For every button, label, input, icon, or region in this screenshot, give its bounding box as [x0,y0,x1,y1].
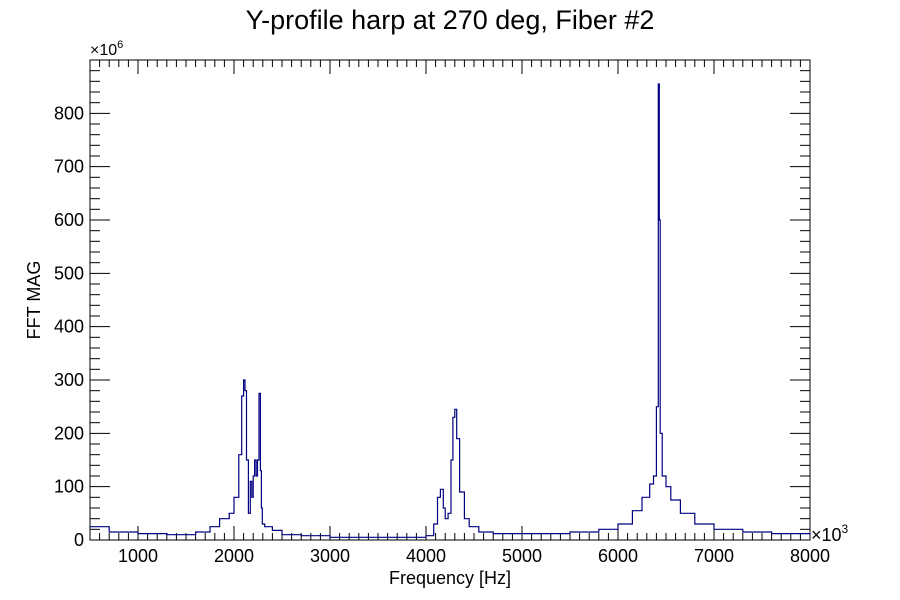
x-tick-label: 6000 [598,546,638,566]
y-tick-label: 300 [54,370,84,390]
x-tick-label: 7000 [694,546,734,566]
plot-frame [89,59,811,541]
x-multiplier-exponent: 3 [842,522,849,536]
y-tick-label: 200 [54,423,84,443]
y-multiplier-exponent: 6 [117,39,123,51]
y-tick-label: 600 [54,210,84,230]
chart-title: Y-profile harp at 270 deg, Fiber #2 [246,5,655,35]
y-multiplier: ×106 [90,39,123,59]
y-tick-label: 0 [74,530,84,550]
x-tick-label: 3000 [310,546,350,566]
y-tick-label: 400 [54,317,84,337]
y-tick-label: 800 [54,103,84,123]
axis-ticks [89,59,811,541]
x-axis-label: Frequency [Hz] [389,568,511,588]
x-tick-label: 4000 [406,546,446,566]
y-tick-label: 100 [54,477,84,497]
y-tick-label: 700 [54,157,84,177]
x-tick-label: 5000 [502,546,542,566]
y-tick-labels: 0 100 200 300 400 500 600 700 800 [54,103,84,550]
x-tick-label: 8000 [790,546,830,566]
y-axis-label: FFT MAG [24,261,44,340]
x-tick-label: 1000 [118,546,158,566]
y-tick-label: 500 [54,263,84,283]
x-tick-labels: 1000 2000 3000 4000 5000 6000 7000 8000 [118,546,830,566]
series-line [90,83,811,538]
x-tick-label: 2000 [214,546,254,566]
x-multiplier: ×103 [811,522,849,545]
